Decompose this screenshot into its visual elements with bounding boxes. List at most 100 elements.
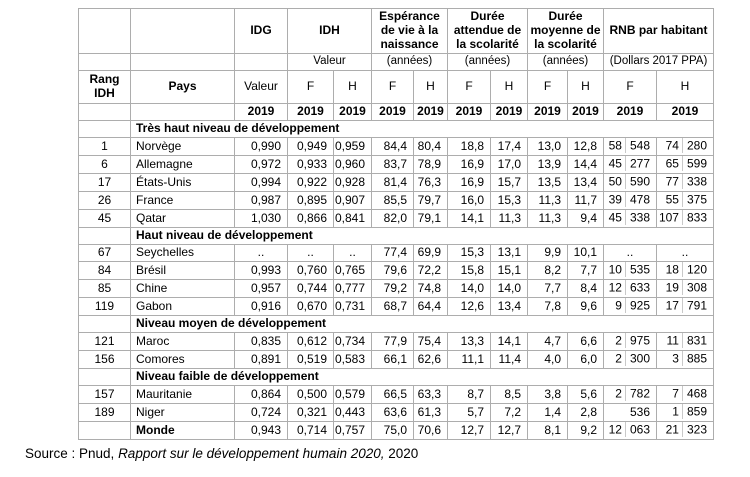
value-duree-attendue-f: 15,8 bbox=[447, 260, 491, 280]
country-cell: Comores bbox=[130, 349, 235, 369]
value-esperance-h: 61,3 bbox=[413, 402, 448, 422]
value-duree-attendue-f: 18,8 bbox=[447, 136, 491, 156]
value-duree-attendue-h: 11,4 bbox=[490, 349, 528, 369]
value-esperance-f: 75,0 bbox=[371, 420, 414, 440]
thousands-separator bbox=[678, 138, 687, 153]
section-row: Niveau faible de développement bbox=[78, 367, 714, 386]
header-idh: IDH bbox=[287, 8, 372, 54]
header-2019: 2019 bbox=[603, 102, 657, 121]
value-rnb-f: 39 478 bbox=[603, 190, 657, 210]
value-idh-h: 0,583 bbox=[333, 349, 372, 369]
value-rnb-f: 2 782 bbox=[603, 384, 657, 404]
rank-cell: 119 bbox=[78, 296, 131, 316]
header-2019: 2019 bbox=[447, 102, 491, 121]
value-rnb-h: 11 831 bbox=[656, 331, 714, 351]
value-esperance-h: 72,2 bbox=[413, 260, 448, 280]
header-2019: 2019 bbox=[490, 102, 528, 121]
value-esperance-h: 80,4 bbox=[413, 136, 448, 156]
rank-cell: 121 bbox=[78, 331, 131, 351]
country-cell: Norvège bbox=[130, 136, 235, 156]
country-cell: Maroc bbox=[130, 331, 235, 351]
value-idg-valeur: 0,835 bbox=[234, 331, 288, 351]
source-prefix: Source : Pnud, bbox=[25, 446, 119, 461]
value-duree-moyenne-h: 7,7 bbox=[567, 260, 604, 280]
value-idh-f: 0,933 bbox=[287, 154, 334, 174]
table-row: Monde 0,943 0,714 0,757 75,0 70,6 12,7 12,7 8,1 9… bbox=[78, 420, 714, 440]
rank-cell: 67 bbox=[78, 243, 131, 262]
header-2019: 2019 bbox=[234, 102, 288, 121]
table-row: 156 Comores 0,891 0,519 0,583 66,1 62,6 11,1 11,… bbox=[78, 349, 714, 369]
value-esperance-f: 63,6 bbox=[371, 402, 414, 422]
value-rnb-f: 10 535 bbox=[603, 260, 657, 280]
value-duree-moyenne-f: 4,7 bbox=[527, 331, 568, 351]
value-idh-f: 0,714 bbox=[287, 420, 334, 440]
thousands-separator bbox=[621, 280, 630, 295]
value-rnb-h: 77 338 bbox=[656, 172, 714, 192]
value-duree-moyenne-f: 13,5 bbox=[527, 172, 568, 192]
table-row: 67 Seychelles...... 77,4 69,9 15,3 13,1 9,9 10,… bbox=[78, 243, 714, 262]
header-2019: 2019 bbox=[527, 102, 568, 121]
value-idh-h: 0,579 bbox=[333, 384, 372, 404]
value-rnb-f: 536 bbox=[603, 402, 657, 422]
value-duree-attendue-h: 14,1 bbox=[490, 331, 528, 351]
value-esperance-h: 74,8 bbox=[413, 278, 448, 298]
value-esperance-f: 79,2 bbox=[371, 278, 414, 298]
value-idg-valeur: 0,891 bbox=[234, 349, 288, 369]
value-rnb-h: 107 833 bbox=[656, 208, 714, 228]
value-duree-moyenne-h: 11,7 bbox=[567, 190, 604, 210]
value-duree-attendue-h: 15,1 bbox=[490, 260, 528, 280]
value-idg-valeur: 0,957 bbox=[234, 278, 288, 298]
value-duree-attendue-f: 15,3 bbox=[447, 243, 491, 262]
rank-cell: 189 bbox=[78, 402, 131, 422]
header-2019: 2019 bbox=[287, 102, 334, 121]
header-f: F bbox=[527, 69, 568, 104]
rank-cell: 17 bbox=[78, 172, 131, 192]
value-duree-moyenne-f: 13,0 bbox=[527, 136, 568, 156]
thousands-separator bbox=[621, 210, 630, 225]
idh-table: IDG IDH Espérance de vie à la naissance Dur… bbox=[78, 8, 714, 440]
value-rnb-f: 45 338 bbox=[603, 208, 657, 228]
value-idg-valeur: 0,724 bbox=[234, 402, 288, 422]
table-row: 45 Qatar 1,030 0,866 0,841 82,0 79,1 14,1 11,3 11… bbox=[78, 208, 714, 228]
value-duree-moyenne-h: 6,0 bbox=[567, 349, 604, 369]
value-duree-attendue-h: 14,0 bbox=[490, 278, 528, 298]
rank-cell: 84 bbox=[78, 260, 131, 280]
value-esperance-h: 78,9 bbox=[413, 154, 448, 174]
value-duree-attendue-h: 8,5 bbox=[490, 384, 528, 404]
header-duree-attendue-de-la-scolarite: Durée attendue de la scolarité bbox=[447, 8, 528, 54]
thousands-separator bbox=[678, 351, 687, 366]
table-row: 84 Brésil 0,993 0,760 0,765 79,6 72,2 15,8 15,1 8… bbox=[78, 260, 714, 280]
value-rnb-h: 17 791 bbox=[656, 296, 714, 316]
rank-cell: 26 bbox=[78, 190, 131, 210]
country-cell: États-Unis bbox=[130, 172, 235, 192]
rank-cell bbox=[78, 119, 131, 138]
header-blank bbox=[78, 52, 131, 71]
source-title-italic: Rapport sur le développement humain 2020… bbox=[118, 446, 385, 461]
value-idh-h: 0,928 bbox=[333, 172, 372, 192]
country-cell: Niger bbox=[130, 402, 235, 422]
country-cell: Chine bbox=[130, 278, 235, 298]
section-row-label: Niveau faible de développement bbox=[130, 367, 714, 386]
value-rnb-h: 7 468 bbox=[656, 384, 714, 404]
value-rnb-h: 19 308 bbox=[656, 278, 714, 298]
value-duree-attendue-h: 17,0 bbox=[490, 154, 528, 174]
header-f: F bbox=[447, 69, 491, 104]
thousands-separator bbox=[678, 210, 687, 225]
section-row-label: Haut niveau de développement bbox=[130, 226, 714, 245]
header-blank bbox=[78, 102, 131, 121]
thousands-separator bbox=[621, 156, 630, 171]
header-rang-idh: Rang IDH bbox=[78, 69, 131, 104]
value-idg-valeur: 0,943 bbox=[234, 420, 288, 440]
thousands-separator bbox=[621, 422, 630, 437]
table-row: 17 États-Unis 0,994 0,922 0,928 81,4 76,3 16,9 1… bbox=[78, 172, 714, 192]
value-rnb-h: 1 859 bbox=[656, 402, 714, 422]
value-idh-h: 0,731 bbox=[333, 296, 372, 316]
value-idg-valeur: .. bbox=[234, 243, 288, 262]
value-duree-attendue-f: 14,0 bbox=[447, 278, 491, 298]
header-2019: 2019 bbox=[656, 102, 714, 121]
header-2019: 2019 bbox=[371, 102, 414, 121]
table-row: 119 Gabon 0,916 0,670 0,731 68,7 64,4 12,6 13,4 7… bbox=[78, 296, 714, 316]
value-idh-h: 0,734 bbox=[333, 331, 372, 351]
country-cell: Brésil bbox=[130, 260, 235, 280]
value-idh-f: 0,519 bbox=[287, 349, 334, 369]
